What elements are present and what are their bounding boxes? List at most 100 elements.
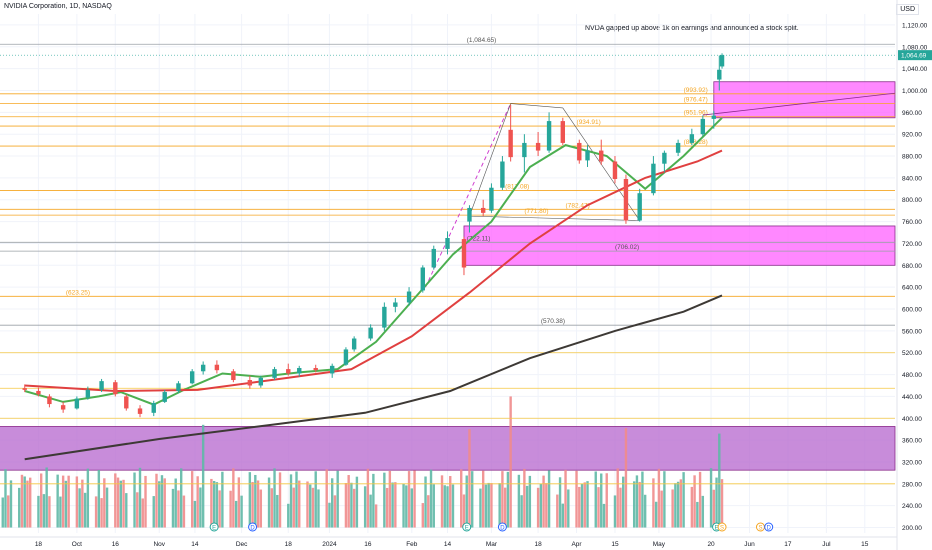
volume-bar <box>674 483 677 528</box>
x-tick-label: Apr <box>571 541 582 548</box>
moving-average-line <box>24 294 723 461</box>
volume-bar <box>355 476 359 528</box>
level-label: (771.80) <box>524 208 548 215</box>
candle-body <box>546 121 552 151</box>
volume-bar <box>78 488 81 528</box>
candle-body <box>247 380 253 386</box>
volume-bar <box>240 495 243 528</box>
volume-bar <box>133 472 136 528</box>
volume-bar <box>67 475 70 528</box>
volume-bar <box>405 485 408 528</box>
volume-bar <box>177 490 180 528</box>
volume-bar <box>317 489 320 528</box>
levels-layer: (1,084.65) (993.92) (976.47) (951.96) (934.9… <box>0 37 895 485</box>
y-tick-label: 240.00 <box>902 503 922 510</box>
x-tick-label: Mar <box>486 541 498 548</box>
level-label: (782.47) <box>566 202 590 209</box>
candle-body <box>329 365 335 374</box>
volume-bar <box>421 503 424 528</box>
level-label: (976.47) <box>684 96 708 103</box>
volume-bar <box>273 468 276 528</box>
y-tick-label: 440.00 <box>902 394 922 401</box>
volume-bar <box>712 489 716 528</box>
x-tick-label: 14 <box>191 541 199 548</box>
volume-bar <box>696 501 699 528</box>
volume-bar <box>643 494 647 528</box>
volume-bar <box>179 468 183 528</box>
volume-bar <box>278 472 282 528</box>
candle-body <box>74 398 80 409</box>
volume-bar <box>583 482 586 528</box>
volume-bar <box>487 482 490 528</box>
volume-bar <box>718 433 721 528</box>
zone-box <box>0 426 896 471</box>
candle-body <box>675 142 681 153</box>
volume-bar <box>542 475 545 528</box>
volume-bar <box>632 481 636 528</box>
volume-bar <box>605 473 608 528</box>
volume-bar <box>39 473 43 528</box>
volume-bar <box>28 477 32 528</box>
volume-bar <box>100 498 103 528</box>
volume-bar <box>547 470 551 528</box>
event-marker-earnings <box>209 522 219 532</box>
volume-bar <box>344 483 348 528</box>
x-tick-label: 18 <box>35 541 43 548</box>
volume-bar <box>671 489 674 528</box>
candle-body <box>461 239 467 268</box>
event-marker-label: D <box>767 525 772 531</box>
event-marker-label: D <box>250 525 255 531</box>
volume-bar <box>314 471 317 528</box>
volume-bar <box>350 482 353 528</box>
level-label: (817.08) <box>505 183 529 190</box>
x-tick-label: 15 <box>861 541 869 548</box>
volume-bar <box>580 483 584 528</box>
volume-bar <box>144 475 147 528</box>
level-label: (722.11) <box>467 235 491 242</box>
volume-bar <box>468 429 471 528</box>
volume-bar <box>64 480 68 528</box>
volume-bar <box>622 476 625 528</box>
volume-bar <box>26 480 29 528</box>
volume-bar <box>86 468 90 528</box>
volume-bar <box>407 471 411 528</box>
volume-bar <box>561 503 565 528</box>
moving-averages-layer <box>24 117 723 461</box>
volume-bar <box>443 485 446 528</box>
volume-bar <box>657 468 661 528</box>
volume-bar <box>210 478 213 528</box>
event-marker-label: D <box>500 525 505 531</box>
volume-bar <box>103 478 106 528</box>
event-marker-earnings <box>462 522 472 532</box>
volume-bar <box>410 488 414 528</box>
volume-bar <box>498 483 501 528</box>
volume-bar <box>594 471 597 528</box>
volume-bar <box>578 486 581 528</box>
y-tick-label: 200.00 <box>902 525 922 532</box>
candle-body <box>577 142 582 161</box>
volume-bar <box>256 480 260 528</box>
candle-body <box>176 383 181 391</box>
event-marker-dividend <box>764 522 774 532</box>
volume-bar <box>215 482 219 528</box>
candle-body <box>393 302 398 307</box>
candle-body <box>522 142 527 158</box>
candle-body <box>151 402 156 413</box>
trendline <box>425 103 512 288</box>
volume-bar <box>45 467 48 528</box>
x-tick-label: Jul <box>822 541 831 548</box>
volume-bar <box>83 492 87 528</box>
y-tick-label: 320.00 <box>902 459 922 466</box>
volume-bar <box>7 495 10 528</box>
drawings-layer <box>425 92 896 288</box>
y-tick-label: 800.00 <box>902 197 922 204</box>
candle-body <box>343 349 349 365</box>
volume-bar <box>709 468 713 528</box>
chart-title: NVIDIA Corporation, 1D, NASDAQ <box>4 3 112 10</box>
y-tick-label: 280.00 <box>902 481 922 488</box>
volume-bar <box>259 489 263 528</box>
event-marker-dividend <box>497 522 507 532</box>
volume-bar <box>196 476 199 528</box>
volume-bar <box>427 495 430 528</box>
